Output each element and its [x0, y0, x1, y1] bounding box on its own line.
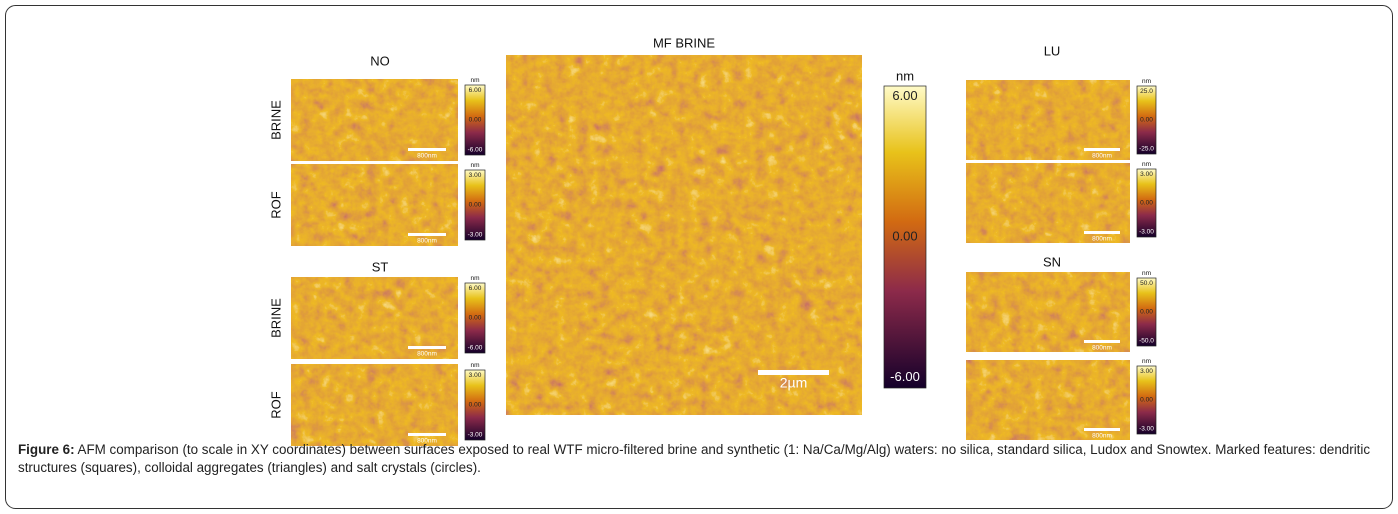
- scale-bar: [408, 233, 446, 236]
- colorbar-tick-label: 6.00: [469, 87, 482, 94]
- colorbar-tick-label: -6.00: [890, 369, 920, 384]
- panel-title: NO: [370, 53, 390, 68]
- colorbar: [464, 282, 486, 354]
- colorbar-unit: nm: [470, 77, 479, 84]
- colorbar-tick-label: 6.00: [469, 285, 482, 292]
- colorbar: [1136, 85, 1157, 155]
- afm-texture: [291, 364, 458, 446]
- caption-text: AFM comparison (to scale in XY coordinat…: [18, 442, 1371, 475]
- colorbar-tick-label: 3.00: [1140, 171, 1153, 178]
- colorbar-tick-label: 3.00: [1140, 368, 1153, 375]
- colorbar-tick-label: -25.0: [1139, 146, 1154, 153]
- colorbar: [464, 169, 486, 241]
- panel-title: MF BRINE: [653, 35, 715, 50]
- afm-texture: [966, 360, 1130, 440]
- panel-title: ST: [372, 259, 389, 274]
- colorbar-unit: nm: [896, 68, 914, 83]
- colorbar: [883, 85, 927, 389]
- colorbar: [1136, 365, 1157, 435]
- scale-bar-label: 2µm: [780, 375, 808, 391]
- afm-texture: [966, 272, 1130, 352]
- afm-texture: [506, 55, 862, 415]
- colorbar-tick-label: -3.00: [1139, 229, 1154, 236]
- scale-bar: [758, 370, 829, 375]
- scale-bar: [408, 346, 446, 349]
- colorbar-tick-label: 0.00: [1140, 117, 1153, 124]
- row-label: BRINE: [268, 100, 283, 140]
- row-label: ROF: [268, 391, 283, 419]
- scale-bar-label: 800nm: [417, 238, 437, 245]
- colorbar: [464, 369, 486, 441]
- scale-bar-label: 800nm: [417, 351, 437, 358]
- panel-title: SN: [1043, 254, 1061, 269]
- row-label: BRINE: [268, 298, 283, 338]
- colorbar-tick-label: -3.00: [468, 232, 483, 239]
- colorbar-tick-label: -50.0: [1139, 338, 1154, 345]
- scale-bar-label: 800nm: [1092, 345, 1112, 352]
- afm-texture: [291, 164, 458, 246]
- colorbar-tick-label: 25.0: [1140, 88, 1153, 95]
- colorbar-tick-label: 0.00: [1140, 200, 1153, 207]
- colorbar: [464, 84, 486, 156]
- colorbar-tick-label: 0.00: [469, 315, 482, 322]
- scale-bar: [1084, 231, 1120, 234]
- scale-bar: [408, 148, 446, 151]
- colorbar-unit: nm: [470, 362, 479, 369]
- frame: [5, 5, 1393, 509]
- scale-bar-label: 800nm: [417, 438, 437, 445]
- scale-bar-label: 800nm: [1092, 153, 1112, 160]
- colorbar-unit: nm: [1142, 161, 1151, 168]
- colorbar-tick-label: 3.00: [469, 372, 482, 379]
- colorbar-unit: nm: [1142, 78, 1151, 85]
- colorbar-tick-label: 0.00: [469, 202, 482, 209]
- caption-label: Figure 6:: [18, 442, 75, 457]
- row-label: ROF: [268, 191, 283, 219]
- colorbar-tick-label: -6.00: [468, 345, 483, 352]
- scale-bar: [1084, 340, 1120, 343]
- afm-texture: [966, 163, 1130, 243]
- scale-bar-label: 800nm: [1092, 433, 1112, 440]
- colorbar: [1136, 168, 1157, 238]
- colorbar-tick-label: 0.00: [469, 117, 482, 124]
- scale-bar: [1084, 428, 1120, 431]
- caption: Figure 6: AFM comparison (to scale in XY…: [18, 441, 1386, 477]
- colorbar-unit: nm: [1142, 358, 1151, 365]
- colorbar: [1136, 277, 1157, 347]
- colorbar-unit: nm: [470, 275, 479, 282]
- colorbar-tick-label: 0.00: [892, 228, 917, 243]
- colorbar-tick-label: 3.00: [469, 172, 482, 179]
- colorbar-tick-label: 0.00: [1140, 309, 1153, 316]
- afm-texture: [966, 80, 1130, 160]
- colorbar-tick-label: 6.00: [892, 88, 917, 103]
- scale-bar-label: 800nm: [417, 153, 437, 160]
- scale-bar: [1084, 148, 1120, 151]
- scale-bar: [408, 433, 446, 436]
- colorbar-tick-label: -3.00: [1139, 426, 1154, 433]
- colorbar-tick-label: -3.00: [468, 432, 483, 439]
- afm-texture: [291, 277, 458, 359]
- colorbar-unit: nm: [470, 162, 479, 169]
- colorbar-tick-label: 0.00: [469, 402, 482, 409]
- scale-bar-label: 800nm: [1092, 236, 1112, 243]
- colorbar-tick-label: 50.0: [1140, 280, 1153, 287]
- afm-texture: [291, 79, 458, 161]
- colorbar-tick-label: 0.00: [1140, 397, 1153, 404]
- colorbar-unit: nm: [1142, 270, 1151, 277]
- colorbar-tick-label: -6.00: [468, 147, 483, 154]
- panel-title: LU: [1044, 43, 1061, 58]
